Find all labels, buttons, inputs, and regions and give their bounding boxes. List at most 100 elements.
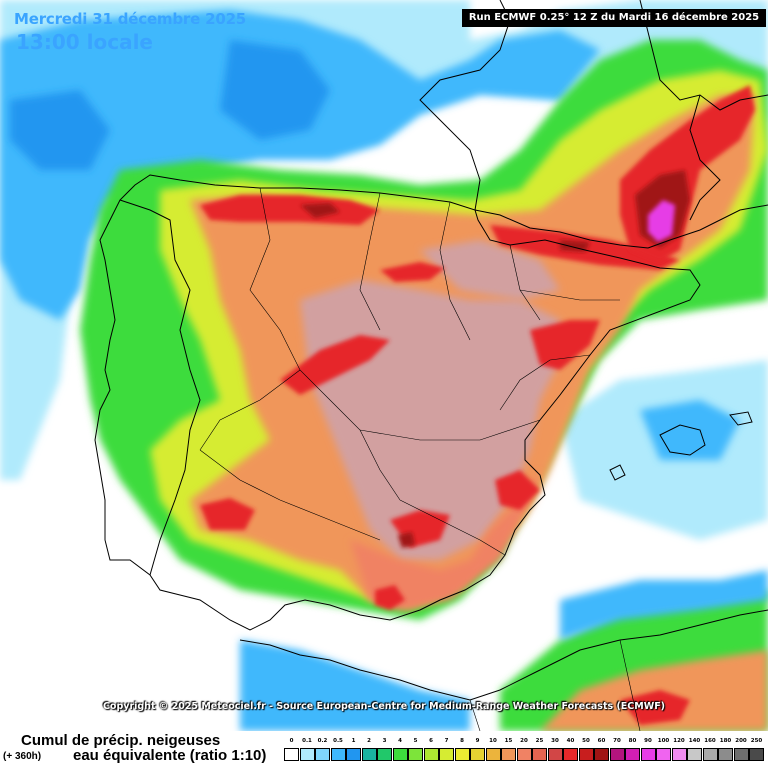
legend-level-label: 180 — [719, 738, 732, 744]
precipitation-map — [0, 0, 768, 731]
legend-level-label: 4 — [398, 738, 402, 744]
magenta-core-alps — [648, 200, 675, 242]
pyrenees-border — [474, 209, 649, 249]
unit-label: eau équivalente (ratio 1:10) — [73, 747, 267, 764]
legend-swatch — [284, 748, 299, 761]
italy-border — [689, 94, 721, 221]
forecast-horizon: (+ 360h) — [3, 751, 42, 762]
legend-swatch — [470, 748, 485, 761]
legend-swatch — [299, 748, 315, 761]
legend-swatch — [749, 748, 764, 761]
legend-level-label: 0 — [289, 738, 294, 744]
legend-swatch — [640, 748, 656, 761]
red-zone-murcia — [495, 470, 540, 510]
france-border-east — [639, 0, 768, 111]
legend-swatch — [625, 748, 640, 761]
mallorca — [659, 424, 706, 456]
darkred-core-cantabrian — [300, 203, 340, 218]
legend-level-label: 90 — [644, 738, 652, 744]
legend-level-label: 70 — [613, 738, 621, 744]
legend-level-label: 60 — [597, 738, 606, 744]
legend-swatch — [330, 748, 346, 761]
legend-swatch — [733, 748, 749, 761]
color-legend: 0 0.1 0.2 0.5 1 2 3 4 5 6 7 8 9 10 15 20 25 30 40 50 60 70 80 9… — [284, 737, 764, 767]
blue-zone-balearics — [640, 400, 740, 460]
legend-swatch — [594, 748, 609, 761]
legend-level-label: 5 — [413, 738, 418, 744]
legend-level-label: 20 — [520, 738, 528, 744]
menorca — [729, 411, 753, 426]
legend-swatch — [485, 748, 501, 761]
legend-swatch — [656, 748, 671, 761]
legend-level-label: 9 — [475, 738, 480, 744]
legend-swatch — [423, 748, 439, 761]
legend-level-label: 3 — [382, 738, 387, 744]
legend-level-label: 0.5 — [333, 738, 343, 744]
legend-swatch — [361, 748, 377, 761]
red-zone-central — [280, 335, 390, 395]
legend-level-label: 30 — [551, 738, 559, 744]
red-zone-cantabrian — [200, 195, 380, 225]
borders — [94, 0, 768, 731]
africa-orange — [540, 650, 768, 731]
copyright-notice: Copyright © 2025 Meteociel.fr - Source E… — [102, 701, 666, 712]
africa-borders — [469, 639, 641, 731]
legend-swatch — [516, 748, 532, 761]
legend-level-label: 15 — [504, 738, 513, 744]
france-coast — [419, 0, 511, 211]
legend-swatch — [532, 748, 547, 761]
legend-level-label: 140 — [688, 738, 701, 744]
legend-swatch — [315, 748, 330, 761]
legend-level-label: 40 — [566, 738, 575, 744]
red-zone-south-coast — [375, 585, 405, 610]
portugal-border — [119, 199, 201, 576]
legend-level-label: 120 — [673, 738, 685, 744]
legend-level-label: 2 — [367, 738, 371, 744]
blue-zone-channel — [220, 40, 330, 140]
precip-field — [0, 0, 768, 731]
ibiza — [609, 464, 626, 481]
africa-coastline — [239, 609, 768, 701]
red-zone-iberic — [530, 320, 600, 370]
legend-level-label: 160 — [704, 738, 716, 744]
legend-level-label: 50 — [582, 738, 590, 744]
africa-blue — [560, 570, 768, 640]
legend-level-label: 8 — [460, 738, 464, 744]
legend-level-label: 1 — [351, 738, 356, 744]
product-title: Cumul de précip. neigeuses — [21, 732, 221, 749]
africa-red — [620, 690, 690, 725]
legend-swatch — [392, 748, 408, 761]
morocco-blue — [240, 640, 470, 731]
red-zone-southwest — [200, 498, 255, 530]
forecast-time: 13:00 locale — [16, 30, 153, 54]
legend-level-label: 7 — [444, 738, 449, 744]
legend-swatch — [408, 748, 423, 761]
legend-swatch — [671, 748, 687, 761]
legend-level-label: 0.2 — [317, 738, 328, 744]
legend-swatch — [718, 748, 733, 761]
darkred-core-betic — [398, 532, 415, 548]
legend-level-label: 200 — [735, 738, 747, 744]
legend-swatch — [563, 748, 578, 761]
red-zone-north-central — [380, 262, 445, 282]
legend-swatch — [501, 748, 516, 761]
blue-zone-north-deep — [0, 10, 600, 320]
legend-level-label: 80 — [628, 738, 637, 744]
legend-level-label: 250 — [750, 738, 763, 744]
mauve-zone-ebro — [420, 240, 560, 300]
salmon-zone-south — [350, 470, 540, 610]
model-run-label: Run ECMWF 0.25° 12 Z du Mardi 16 décembr… — [462, 9, 766, 27]
legend-swatch — [547, 748, 563, 761]
legend-level-label: 6 — [429, 738, 433, 744]
legend-level-label: 0.1 — [302, 738, 312, 744]
legend-swatch — [702, 748, 718, 761]
legend-level-label: 25 — [535, 738, 544, 744]
legend-swatch — [609, 748, 625, 761]
legend-swatch — [454, 748, 470, 761]
legend-swatch — [439, 748, 454, 761]
blue-zone-west — [10, 90, 110, 170]
legend-swatch — [346, 748, 361, 761]
regional-borders — [199, 187, 620, 556]
legend-swatch — [687, 748, 702, 761]
